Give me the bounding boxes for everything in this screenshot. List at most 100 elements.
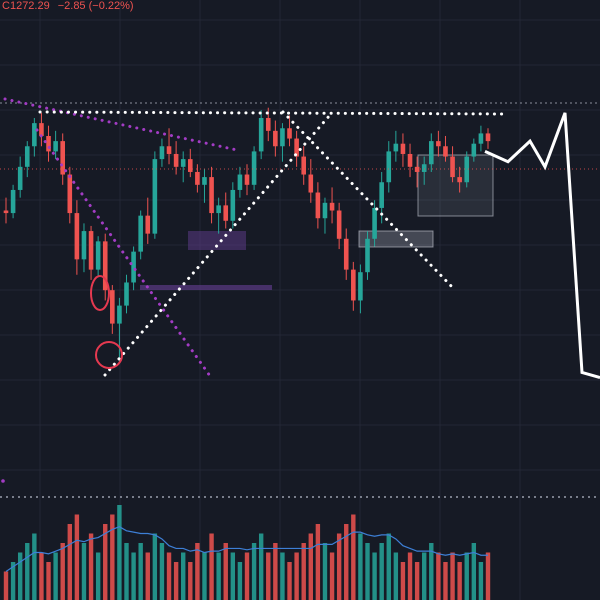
red-circle-lower [95, 341, 123, 369]
candle-body [102, 241, 108, 291]
candle-body [464, 156, 470, 183]
volume-bar [471, 543, 477, 600]
volume-bar [436, 552, 441, 600]
candle-body [265, 117, 271, 131]
volume-bar [74, 514, 80, 600]
volume-bar [159, 543, 165, 600]
candle-body [159, 146, 165, 160]
volume-bar [336, 533, 342, 600]
candle-body [32, 123, 37, 147]
volume-bar [88, 533, 94, 600]
candle-body [3, 210, 9, 214]
volume-bar [315, 524, 321, 600]
candle-body [17, 166, 23, 190]
volume-bar [244, 552, 250, 600]
candle-body [230, 189, 236, 221]
volume-bar [287, 562, 292, 600]
volume-bar [124, 543, 129, 600]
volume-bar [400, 562, 406, 600]
candle-body [74, 213, 80, 260]
volume-bar [329, 552, 335, 600]
candle-body [67, 174, 73, 214]
candle-body [60, 141, 66, 175]
volume-bar [322, 543, 328, 600]
candle-body [145, 215, 151, 234]
candle-body [343, 238, 349, 270]
candle-body [88, 231, 94, 270]
candle-body [443, 146, 448, 157]
volume-bar [407, 552, 413, 600]
volume-bar [202, 552, 207, 600]
volume-bar [223, 543, 228, 600]
volume-bar [464, 552, 469, 600]
candle-body [251, 151, 257, 185]
zone-purple-bar [140, 285, 272, 290]
volume-bar [273, 543, 278, 600]
volume-bar [195, 543, 200, 600]
volume-bar [131, 552, 136, 600]
volume-bar [450, 552, 455, 600]
candle-body [485, 133, 491, 142]
volume-bar [81, 543, 87, 600]
forecast-path [484, 112, 600, 380]
volume-bar [60, 543, 65, 600]
candles [3, 107, 491, 363]
candle-body [273, 130, 278, 147]
candle-body [138, 215, 143, 252]
change-percent: (−0.22%) [88, 0, 134, 12]
volume-bar [152, 533, 158, 600]
zones [140, 154, 494, 290]
volume-bar [117, 505, 122, 600]
white-resistance-line [38, 110, 507, 116]
volume-pane [0, 496, 600, 600]
candle-body [457, 177, 462, 183]
volume-bar [67, 524, 72, 600]
red-circle-upper [90, 275, 110, 311]
candle-body [258, 117, 264, 152]
purple-trendline-upper [3, 97, 239, 152]
volume-bar [358, 533, 363, 600]
volume-bar [365, 543, 370, 600]
candle-body [365, 238, 370, 273]
candle-body [414, 166, 420, 172]
volume-bar [258, 533, 264, 600]
candle-body [436, 141, 441, 147]
zone-gray-box [358, 230, 434, 248]
volume-bar [443, 562, 448, 600]
candle-body [202, 177, 207, 185]
candle-body [209, 177, 214, 214]
volume-bar [173, 562, 179, 600]
volume-bar [294, 552, 299, 600]
drawings [0, 97, 600, 483]
candle-body [216, 205, 221, 214]
candle-body [421, 164, 427, 172]
volume-bar [25, 543, 30, 600]
marker-dot [1, 479, 5, 483]
volume-bar [478, 562, 484, 600]
volume-bar [280, 552, 285, 600]
quote-header: C1272.29 −2.85 (−0.22%) [2, 0, 134, 12]
candle-body [173, 153, 179, 167]
volume-bar [17, 552, 23, 600]
candle-body [308, 174, 314, 193]
volume-bar [181, 552, 186, 600]
white-rising-line [103, 113, 332, 377]
candle-body [393, 143, 399, 152]
candle-body [287, 128, 292, 139]
candle-body [478, 133, 484, 144]
candle-body [187, 159, 193, 172]
candle-body [24, 146, 30, 167]
change-value: −2.85 [57, 0, 86, 12]
volume-bar [351, 514, 356, 600]
candle-body [329, 202, 335, 211]
candle-body [280, 128, 285, 147]
volume-bar [429, 543, 434, 600]
volume-bar [145, 552, 150, 600]
purple-trendline-lower [35, 128, 212, 378]
volume-bar [386, 533, 391, 600]
candle-body [379, 182, 384, 208]
candle-body [237, 174, 243, 190]
